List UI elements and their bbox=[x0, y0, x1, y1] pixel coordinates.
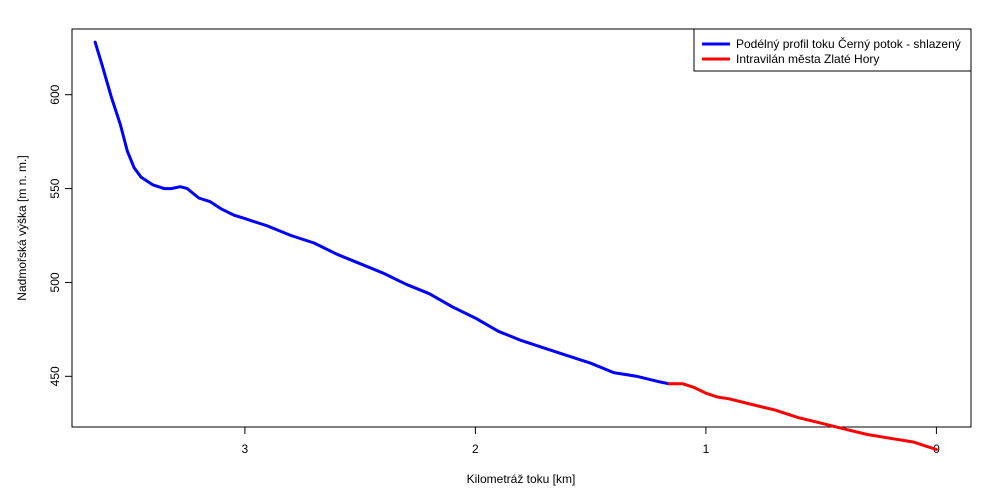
x-tick-label: 2 bbox=[472, 442, 479, 456]
x-tick-label: 3 bbox=[242, 442, 249, 456]
legend-label-profile: Podélný profil toku Černý potok - shlaze… bbox=[736, 36, 961, 51]
series-layer bbox=[93, 40, 938, 451]
x-axis-title: Kilometráž toku [km] bbox=[467, 472, 576, 486]
y-tick-label: 450 bbox=[48, 366, 62, 386]
legend: Podélný profil toku Černý potok - shlaze… bbox=[693, 28, 972, 72]
series-line-1 bbox=[667, 382, 938, 451]
y-axis: 450 500 550 600 bbox=[48, 84, 72, 386]
legend-label-intravilan: Intravilán města Zlaté Hory bbox=[736, 52, 879, 66]
y-tick-label: 500 bbox=[48, 272, 62, 292]
plot-frame bbox=[71, 28, 972, 428]
series-line-0 bbox=[93, 40, 671, 386]
y-tick-label: 550 bbox=[48, 178, 62, 198]
x-tick-label: 1 bbox=[703, 442, 710, 456]
y-tick-label: 600 bbox=[48, 84, 62, 104]
y-axis-title: Nadmořská výška [m n. m.] bbox=[15, 155, 29, 300]
legend-box bbox=[693, 28, 972, 72]
